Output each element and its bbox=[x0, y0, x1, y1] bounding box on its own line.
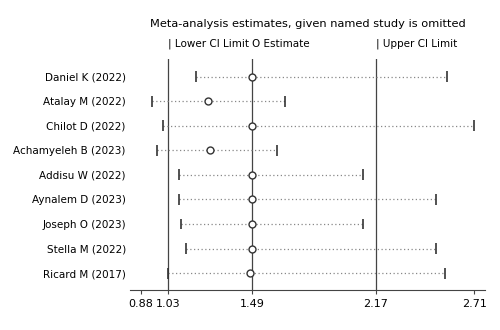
Text: | Upper CI Limit: | Upper CI Limit bbox=[376, 39, 457, 49]
Text: | Lower CI Limit: | Lower CI Limit bbox=[168, 39, 249, 49]
Text: Meta-analysis estimates, given named study is omitted: Meta-analysis estimates, given named stu… bbox=[150, 19, 466, 29]
Text: O Estimate: O Estimate bbox=[252, 39, 310, 49]
